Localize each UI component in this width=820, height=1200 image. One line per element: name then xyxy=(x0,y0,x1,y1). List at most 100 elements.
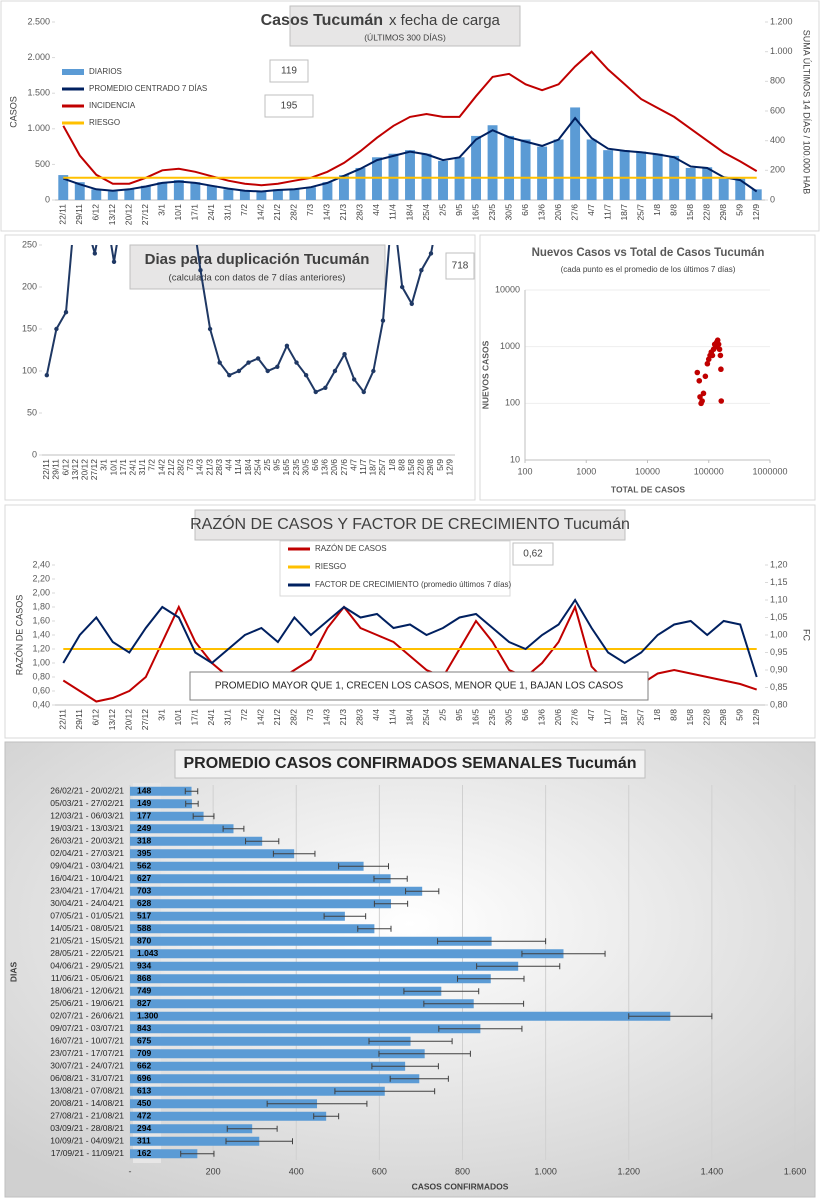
x-tick-label: 17/1 xyxy=(190,204,200,221)
point xyxy=(697,394,703,400)
x-tick-label: 7/2 xyxy=(239,204,249,216)
x-tick-label: 29/11 xyxy=(51,459,61,480)
bar xyxy=(520,139,531,200)
marker xyxy=(284,343,290,348)
value-label: 1.300 xyxy=(137,1011,159,1021)
x-tick-label: 7/2 xyxy=(147,459,157,471)
bar xyxy=(130,849,295,859)
marker xyxy=(265,368,270,374)
x-tick-label: 29/8 xyxy=(718,204,728,221)
x-tick-label: 5/9 xyxy=(734,709,744,721)
y-tick-label: 0 xyxy=(45,194,50,204)
annotation: 119 xyxy=(281,66,297,77)
value-label: 749 xyxy=(137,986,151,996)
y-tick-label: 09/04/21 - 03/04/21 xyxy=(50,861,124,871)
point xyxy=(694,369,701,376)
point xyxy=(700,390,707,397)
point xyxy=(716,346,723,353)
x-tick-label: 14/3 xyxy=(322,204,332,221)
y-tick-label: 1,60 xyxy=(32,615,50,625)
x-tick-label: 1.200 xyxy=(617,1166,640,1176)
y2-tick-label: 1,10 xyxy=(770,594,788,604)
bar xyxy=(130,899,392,909)
y-tick-label: 2,40 xyxy=(32,559,50,569)
x-tick-label: 21/3 xyxy=(338,709,348,726)
x-tick-label: 28/2 xyxy=(176,459,186,476)
bar xyxy=(586,139,597,200)
x-tick-label: 29/11 xyxy=(74,709,84,730)
value-label: 294 xyxy=(137,1123,151,1133)
x-tick-label: 600 xyxy=(372,1166,387,1176)
x-tick-label: 100000 xyxy=(694,466,724,476)
bar xyxy=(130,1074,420,1084)
bar xyxy=(130,936,492,946)
x-tick-label: 13/6 xyxy=(320,459,330,476)
bar xyxy=(272,189,283,200)
x-tick-label: 11/4 xyxy=(388,204,398,220)
y-tick-label: 16/04/21 - 10/04/21 xyxy=(50,873,124,883)
y-tick-label: 2,20 xyxy=(32,573,50,583)
bar xyxy=(157,182,168,200)
x-axis-label: TOTAL DE CASOS xyxy=(611,484,685,494)
bar xyxy=(130,1136,260,1146)
x-tick-label: 22/11 xyxy=(58,204,68,225)
x-tick-label: 21/2 xyxy=(166,459,176,476)
chart-subtitle: (calculada con datos de 7 días anteriore… xyxy=(169,273,346,284)
x-tick-label: 20/6 xyxy=(553,204,563,221)
x-tick-label: 14/2 xyxy=(256,204,266,221)
y-tick-label: 50 xyxy=(27,407,37,417)
bar xyxy=(130,1036,411,1046)
x-tick-label: 27/12 xyxy=(140,204,150,226)
annotation-box xyxy=(512,542,554,566)
legend-label: PROMEDIO CENTRADO 7 DÍAS xyxy=(89,84,207,93)
x-tick-label: 1000000 xyxy=(752,466,787,476)
marker xyxy=(380,318,386,323)
value-label: 1.043 xyxy=(137,948,159,958)
y-tick-label: 07/05/21 - 01/05/21 xyxy=(50,911,124,921)
x-tick-label: 400 xyxy=(289,1166,304,1176)
y-tick-label: 09/07/21 - 03/07/21 xyxy=(50,1023,124,1033)
bar xyxy=(130,1111,327,1121)
y-tick-label: 30/04/21 - 24/04/21 xyxy=(50,898,124,908)
bar xyxy=(130,1024,481,1034)
value-label: 472 xyxy=(137,1111,151,1121)
bar xyxy=(289,189,300,200)
x-tick-label: 25/7 xyxy=(635,204,645,221)
y-tick-label: 04/06/21 - 29/05/21 xyxy=(50,961,124,971)
bar xyxy=(685,167,696,200)
value-label: 662 xyxy=(137,1061,151,1071)
x-tick-label: 4/4 xyxy=(371,709,381,721)
point xyxy=(704,360,711,367)
value-label: 450 xyxy=(137,1098,151,1108)
x-tick-label: 1000 xyxy=(576,466,596,476)
x-tick-label: 8/8 xyxy=(668,204,678,216)
x-tick-label: 8/8 xyxy=(396,459,406,471)
chart-title: Nuevos Casos vs Total de Casos Tucumán xyxy=(532,247,765,259)
y-tick-label: 1000 xyxy=(500,341,520,351)
x-tick-label: 6/12 xyxy=(60,459,70,476)
title-box xyxy=(129,244,386,290)
x-tick-label: 8/8 xyxy=(668,709,678,721)
x-tick-label: 7/3 xyxy=(305,709,315,721)
annotation: 718 xyxy=(452,261,469,272)
legend-label: FACTOR DE CRECIMIENTO (promedio últimos … xyxy=(315,580,512,589)
bar xyxy=(130,886,423,896)
y2-tick-label: 1,05 xyxy=(770,612,788,622)
x-tick-label: 23/5 xyxy=(487,204,497,221)
bar xyxy=(619,150,630,200)
x-tick-label: 17/1 xyxy=(190,709,200,726)
x-tick-label: 25/4 xyxy=(421,709,431,726)
value-label: 162 xyxy=(137,1148,151,1158)
x-tick-label: 20/6 xyxy=(329,459,339,476)
x-tick-label: 23/5 xyxy=(291,459,301,476)
x-tick-label: 24/1 xyxy=(127,459,137,476)
value-label: 562 xyxy=(137,861,151,871)
x-tick-label: 13/12 xyxy=(70,459,80,481)
value-label: 613 xyxy=(137,1086,151,1096)
y-tick-label: 21/05/21 - 15/05/21 xyxy=(50,936,124,946)
x-tick-label: 29/8 xyxy=(425,459,435,476)
bar xyxy=(405,150,415,200)
y-tick-label: 02/04/21 - 27/03/21 xyxy=(50,848,124,858)
y-tick-label: 0,80 xyxy=(32,671,50,681)
